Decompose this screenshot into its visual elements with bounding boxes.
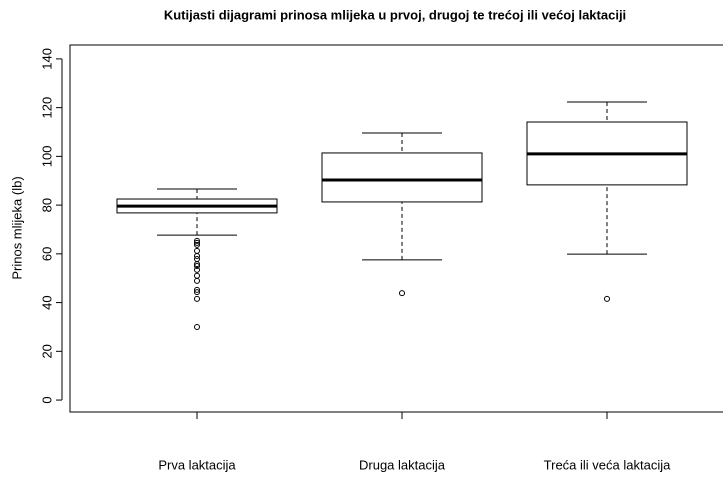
outlier	[194, 266, 200, 273]
outlier	[194, 286, 200, 293]
outlier	[194, 295, 200, 302]
outlier	[194, 239, 200, 246]
outlier	[194, 323, 200, 330]
x-tick-label: Treća ili veća laktacija	[544, 457, 671, 472]
y-tick-label: 100	[39, 146, 54, 168]
outlier	[194, 289, 200, 296]
y-tick-label: 0	[39, 396, 54, 403]
outlier	[604, 295, 610, 302]
box	[321, 152, 483, 203]
outlier	[194, 253, 200, 260]
outlier	[194, 261, 200, 268]
y-tick-label: 20	[39, 344, 54, 358]
y-tick-label: 60	[39, 247, 54, 261]
x-tick-label: Druga laktacija	[359, 457, 446, 472]
chart-title: Kutijasti dijagrami prinosa mlijeka u pr…	[164, 7, 626, 22]
y-axis-label: Prinos mlijeka (lb)	[9, 176, 24, 279]
y-tick-label: 40	[39, 295, 54, 309]
outlier	[194, 241, 200, 248]
outlier	[399, 290, 405, 297]
x-tick-label: Prva laktacija	[158, 457, 236, 472]
plot-frame	[69, 44, 723, 413]
y-tick-label: 140	[39, 48, 54, 70]
outlier	[194, 277, 200, 284]
y-tick-label: 80	[39, 198, 54, 212]
outlier	[194, 237, 200, 244]
outlier	[194, 263, 200, 270]
y-tick-label: 120	[39, 97, 54, 119]
